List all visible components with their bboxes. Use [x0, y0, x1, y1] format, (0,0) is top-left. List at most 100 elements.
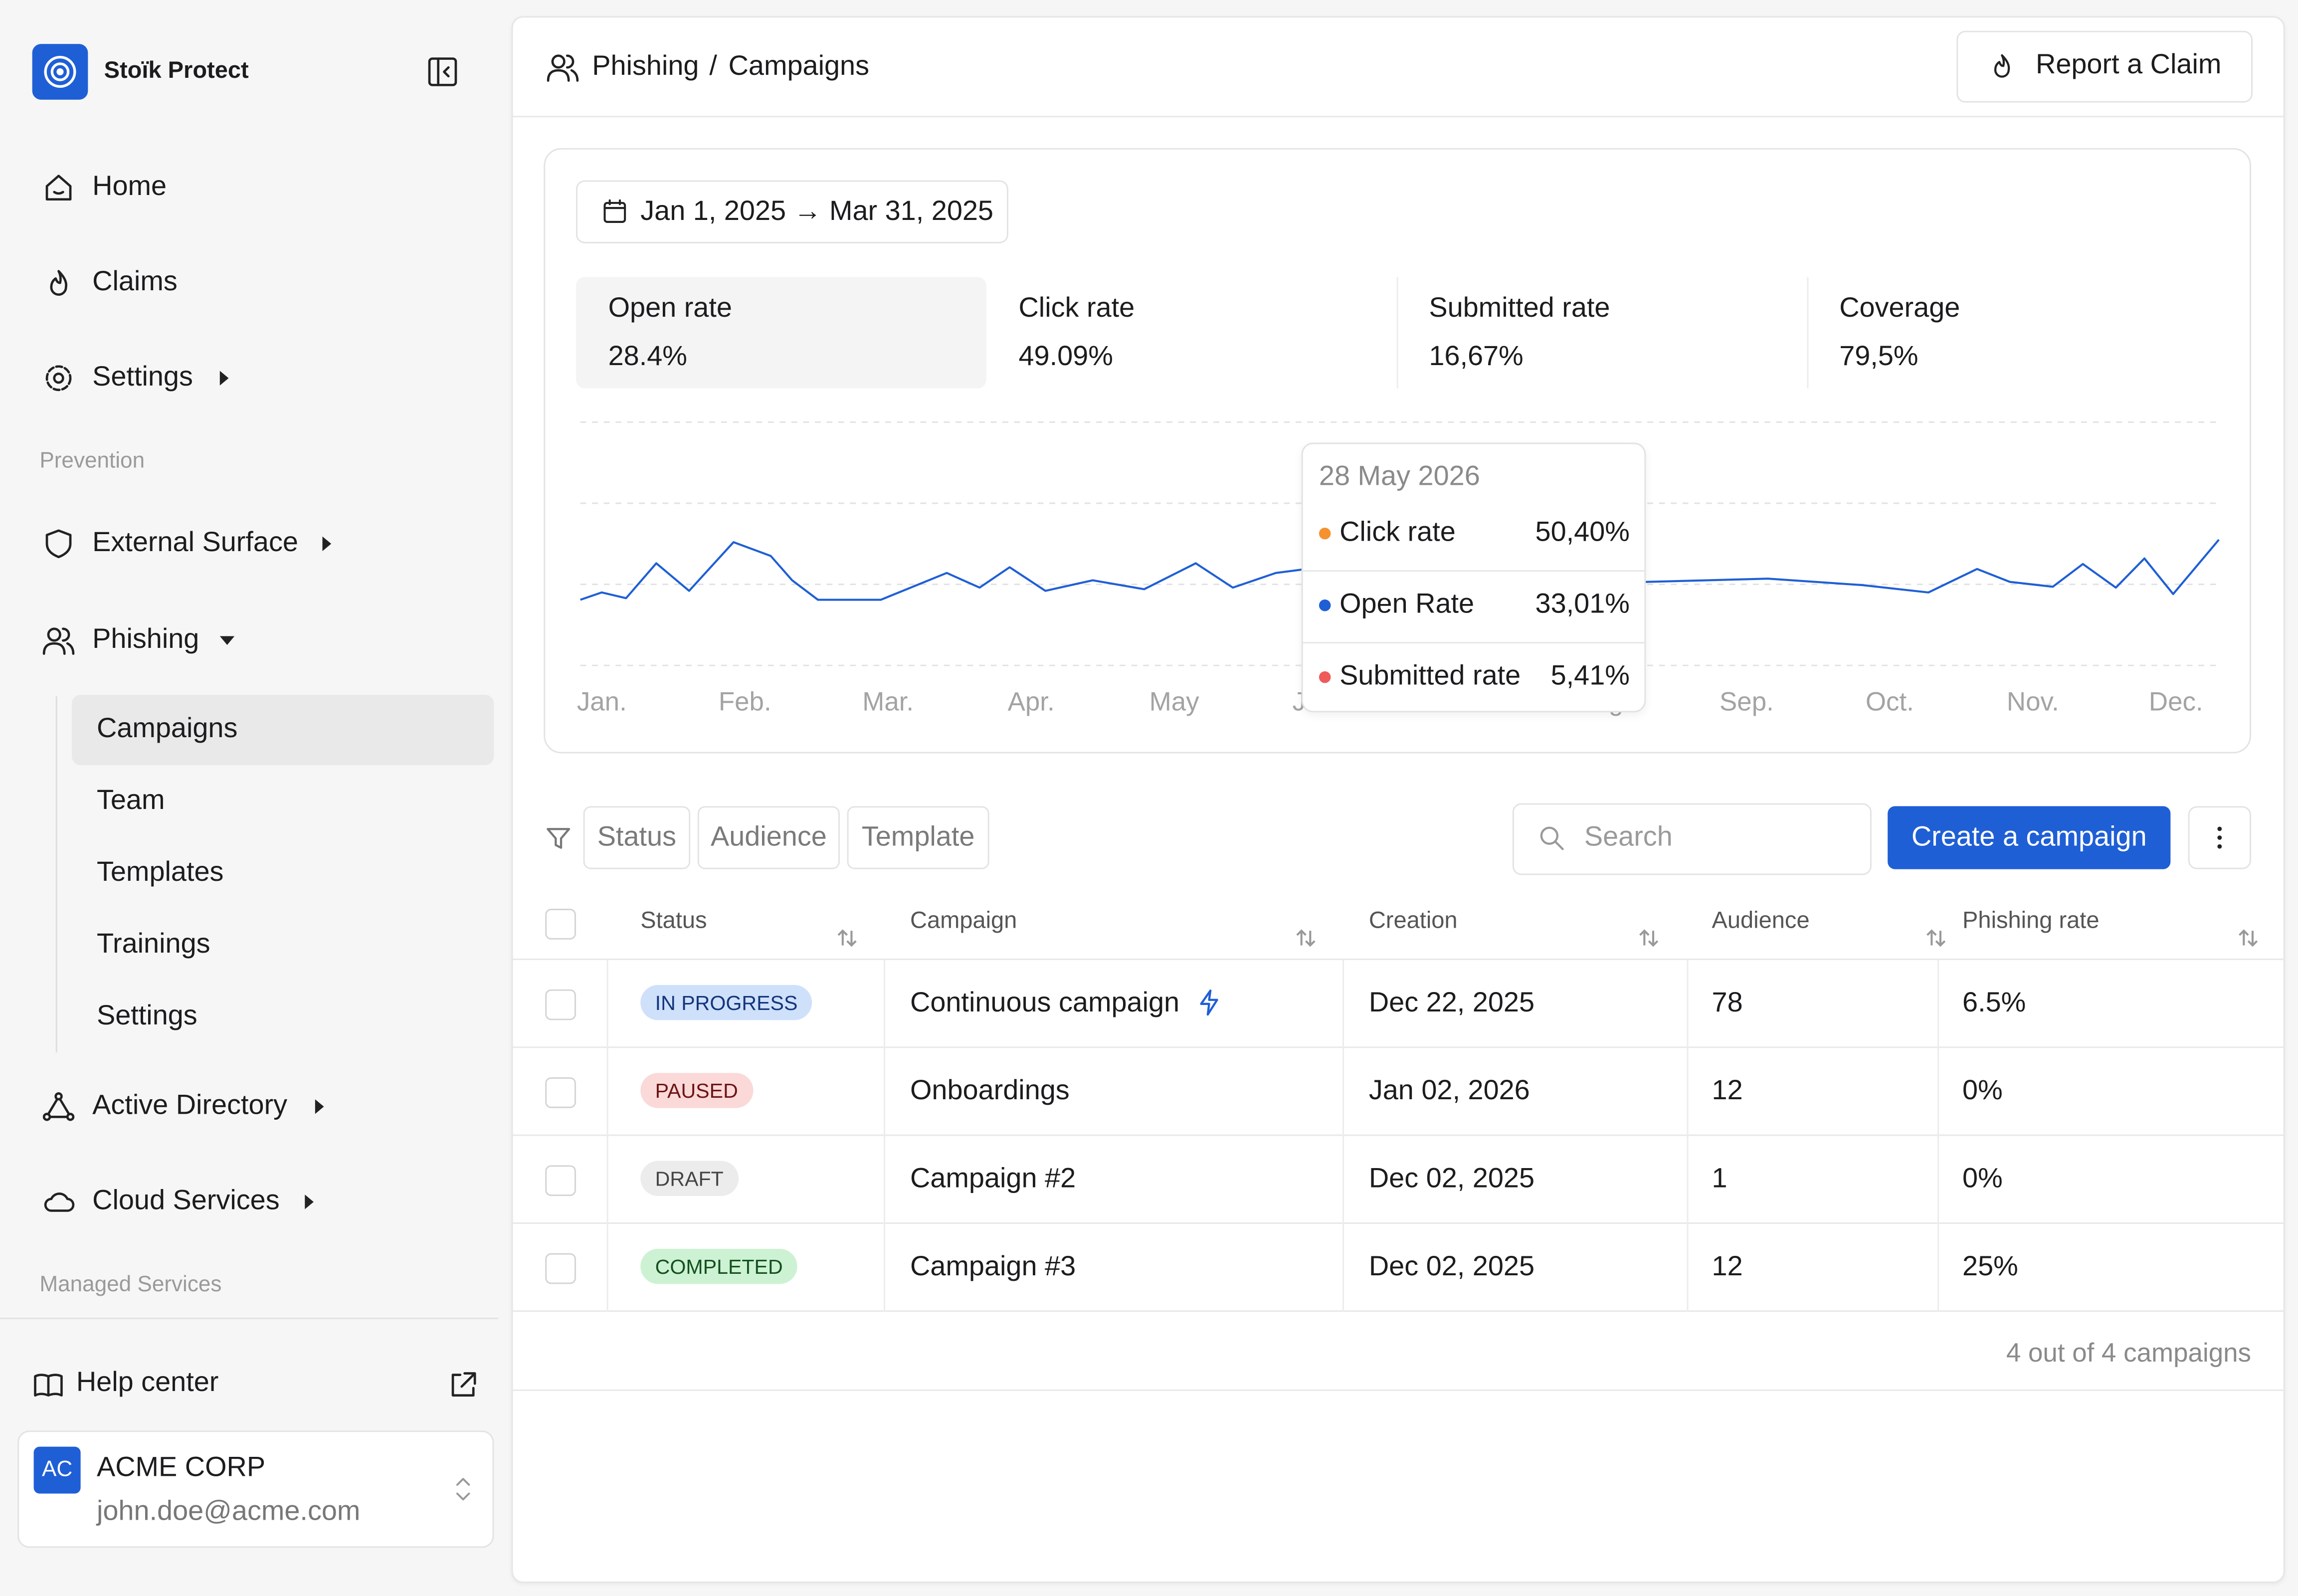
- filter-chip[interactable]: Template: [847, 806, 989, 869]
- data-line: [580, 539, 2220, 601]
- tooltip-label: Open Rate: [1340, 589, 1475, 620]
- tooltip-date: 28 May 2026: [1319, 461, 1480, 493]
- column-header[interactable]: Audience: [1712, 909, 1810, 934]
- nav-label: External Surface: [92, 527, 298, 559]
- nav-label: Home: [92, 171, 167, 202]
- row-divider: [513, 958, 2284, 960]
- phishing-rate: 0%: [1962, 1076, 2003, 1107]
- stat-label[interactable]: Submitted rate: [1429, 293, 1610, 324]
- stat-selected-bg: [575, 277, 986, 389]
- row-divider: [513, 1046, 2284, 1048]
- column-divider: [1342, 960, 1344, 1312]
- subnav-item[interactable]: Templates: [96, 857, 224, 888]
- column-header[interactable]: Campaign: [910, 909, 1017, 934]
- column-header[interactable]: Status: [640, 909, 707, 934]
- creation-date: Dec 22, 2025: [1368, 988, 1535, 1019]
- subnav-item[interactable]: Settings: [96, 1001, 197, 1032]
- stat-divider: [1807, 277, 1809, 389]
- stat-value: 79,5%: [1839, 341, 1918, 373]
- active-highlight: [72, 694, 494, 766]
- account-switcher[interactable]: AC ACME CORP john.doe@acme.com: [17, 1430, 494, 1548]
- sort-icon: [837, 929, 857, 947]
- date-range[interactable]: Jan 1, 2025 → Mar 31, 2025: [575, 180, 1008, 243]
- main-panel: Phishing / Campaigns Report a Claim Jan …: [511, 16, 2285, 1583]
- stat-label[interactable]: Click rate: [1018, 293, 1135, 324]
- search-placeholder: Search: [1584, 822, 1673, 853]
- stat-divider: [1396, 277, 1398, 389]
- audience-count: 78: [1712, 988, 1743, 1019]
- subnav-item[interactable]: Trainings: [96, 929, 210, 960]
- status-badge: IN PROGRESS: [640, 985, 812, 1020]
- submenu-rail: [55, 696, 57, 1053]
- breadcrumb: Campaigns: [728, 51, 870, 82]
- column-divider: [1687, 960, 1689, 1312]
- divider: [0, 1317, 499, 1319]
- row-divider: [513, 1134, 2284, 1136]
- phishing-rate: 6.5%: [1962, 988, 2026, 1019]
- phishing-rate: 25%: [1962, 1251, 2018, 1283]
- filter-chip[interactable]: Audience: [697, 806, 840, 869]
- status-badge: COMPLETED: [640, 1248, 798, 1284]
- sort-icon: [1639, 929, 1659, 947]
- row-checkbox[interactable]: [545, 1253, 576, 1284]
- sidebar: Stoïk Protect Home Claims Settings Preve…: [0, 0, 499, 1596]
- breadcrumb-separator: /: [709, 51, 717, 82]
- x-tick-label: Mar.: [862, 687, 914, 717]
- filter-icon[interactable]: [544, 824, 573, 853]
- x-tick-label: Apr.: [1008, 687, 1055, 717]
- avatar: AC: [33, 1446, 81, 1494]
- status-badge: DRAFT: [640, 1161, 739, 1197]
- nav-label: Cloud Services: [92, 1186, 280, 1217]
- logo: [32, 44, 88, 100]
- account-name: ACME CORP: [96, 1452, 266, 1484]
- tooltip-divider: [1303, 642, 1645, 644]
- tooltip-label: Submitted rate: [1340, 661, 1521, 692]
- row-checkbox[interactable]: [545, 989, 576, 1020]
- collapse-icon[interactable]: [426, 56, 459, 88]
- stat-value: 16,67%: [1429, 341, 1524, 373]
- legend-dot: [1319, 599, 1331, 611]
- select-all-checkbox[interactable]: [545, 909, 576, 940]
- tooltip-value: 50,40%: [1535, 517, 1630, 549]
- more-button[interactable]: [2188, 806, 2251, 869]
- creation-date: Dec 02, 2025: [1368, 1164, 1535, 1195]
- section-heading: Prevention: [39, 448, 145, 474]
- campaign-name: Campaign #2: [910, 1164, 1076, 1195]
- row-divider: [513, 1310, 2284, 1312]
- tooltip-value: 5,41%: [1550, 661, 1630, 692]
- phishing-icon: [547, 54, 579, 82]
- column-divider: [1937, 960, 1939, 1312]
- campaign-table: Status Campaign Creation Audience Phishi…: [513, 897, 2284, 1396]
- report-button[interactable]: Report a Claim: [1956, 30, 2253, 103]
- campaign-name: Campaign #3: [910, 1251, 1076, 1283]
- tooltip-divider: [1303, 570, 1645, 572]
- row-checkbox[interactable]: [545, 1077, 576, 1108]
- subnav-item[interactable]: Campaigns: [96, 714, 238, 745]
- tooltip-value: 33,01%: [1535, 589, 1630, 620]
- column-header[interactable]: Creation: [1368, 909, 1458, 934]
- chart-tooltip: 28 May 2026 Click rate 50,40% Open Rate 33,…: [1301, 442, 1646, 713]
- legend-dot: [1319, 671, 1331, 683]
- stat-label[interactable]: Coverage: [1839, 293, 1960, 324]
- column-header[interactable]: Phishing rate: [1962, 909, 2100, 934]
- tooltip-label: Click rate: [1340, 517, 1456, 549]
- x-tick-label: Sep.: [1720, 687, 1774, 717]
- account-email: john.doe@acme.com: [96, 1496, 361, 1528]
- subnav-item[interactable]: Team: [96, 786, 165, 816]
- creation-date: Dec 02, 2025: [1368, 1251, 1535, 1283]
- campaign-name: Onboardings: [910, 1076, 1070, 1107]
- x-tick-label: Jan.: [577, 687, 627, 717]
- breadcrumb[interactable]: Phishing: [592, 51, 699, 82]
- stat-label[interactable]: Open rate: [608, 293, 732, 324]
- create-label: Create a campaign: [1911, 822, 2147, 853]
- column-divider: [606, 960, 608, 1312]
- phishing-rate: 0%: [1962, 1164, 2003, 1195]
- x-tick-label: May: [1149, 687, 1199, 717]
- create-button[interactable]: Create a campaign: [1888, 806, 2171, 869]
- row-checkbox[interactable]: [545, 1165, 576, 1197]
- campaign-name: Continuous campaign: [910, 988, 1180, 1019]
- nav-label: Phishing: [92, 624, 199, 655]
- search-input[interactable]: Search: [1512, 803, 1872, 875]
- filter-chip[interactable]: Status: [583, 806, 691, 869]
